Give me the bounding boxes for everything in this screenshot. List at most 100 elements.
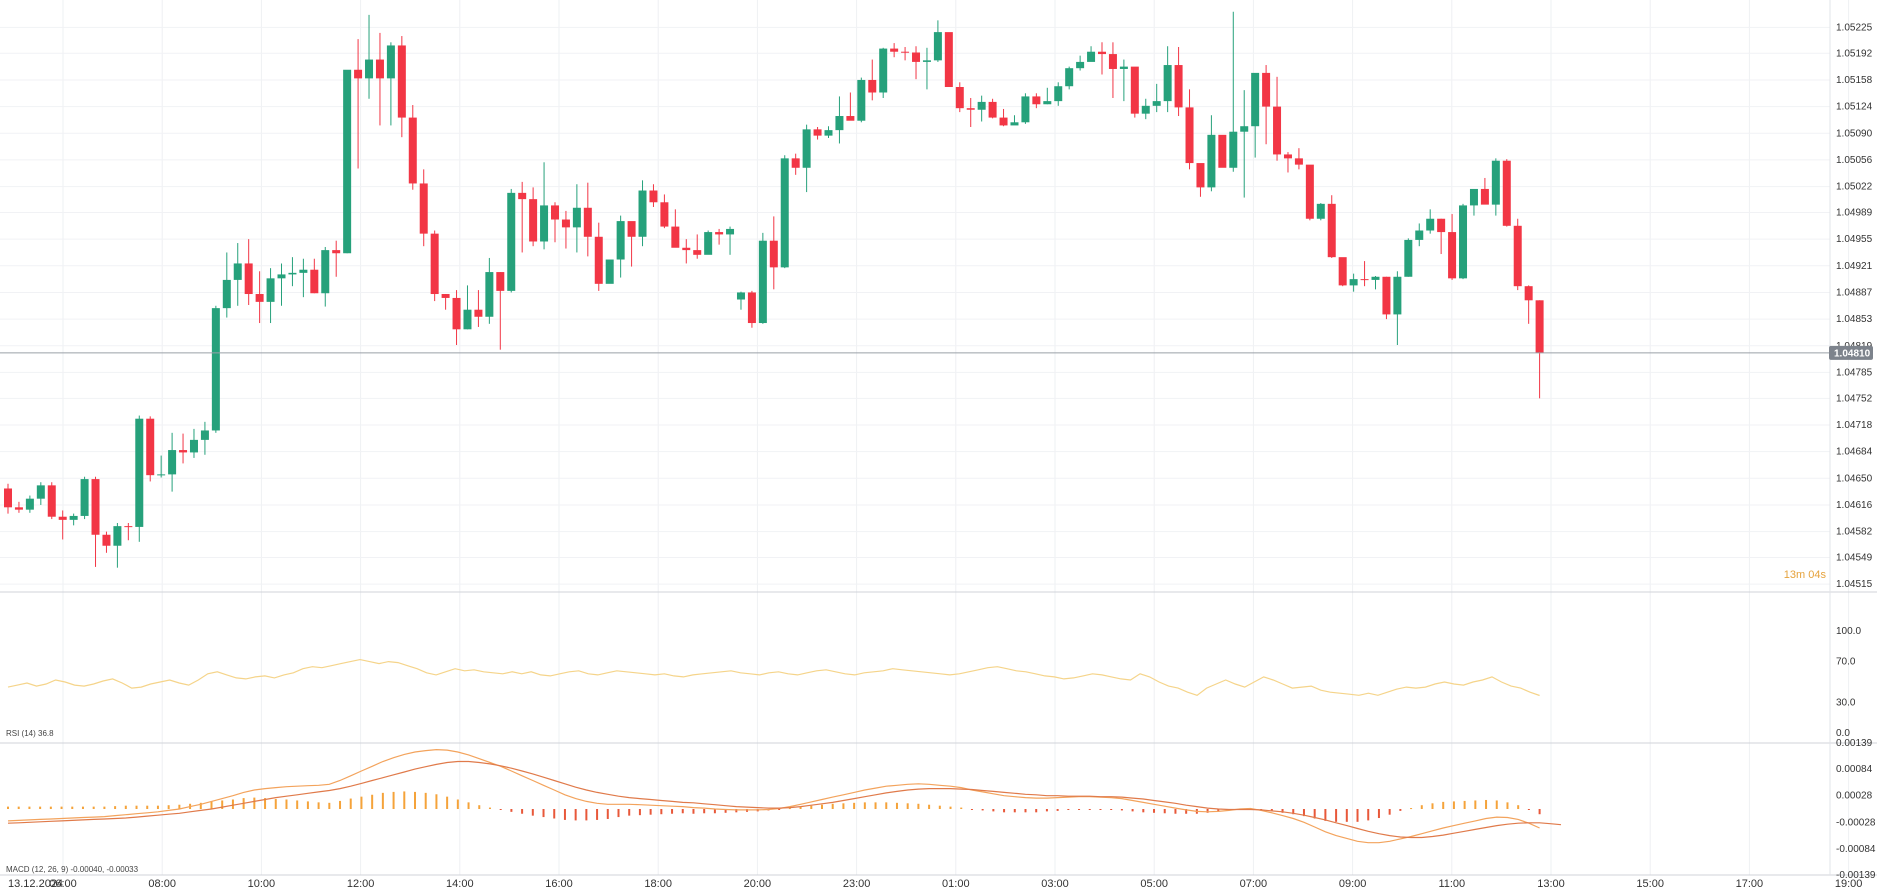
macd-histogram-bar xyxy=(253,797,256,809)
candle-body xyxy=(496,272,505,291)
macd-histogram-bar xyxy=(328,802,331,809)
macd-histogram-bar xyxy=(296,800,299,809)
candle-body xyxy=(890,48,899,52)
x-tick-label: 03:00 xyxy=(1041,878,1069,890)
candle-body xyxy=(222,279,231,309)
price-tick-label: 1.04752 xyxy=(1836,393,1873,404)
macd-histogram-bar xyxy=(1474,800,1477,809)
price-tick-label: 1.04718 xyxy=(1836,420,1873,431)
macd-histogram-bar xyxy=(671,809,674,814)
candle-body xyxy=(747,292,756,324)
candle-body xyxy=(189,439,198,453)
candle-body xyxy=(441,294,450,298)
macd-histogram-bar xyxy=(1292,809,1295,815)
candle-body xyxy=(1338,257,1347,286)
candle-body xyxy=(846,116,855,121)
rsi-label: RSI (14) 36.8 xyxy=(6,729,54,738)
macd-histogram-bar xyxy=(617,809,620,818)
macd-histogram-bar xyxy=(981,809,984,811)
macd-histogram-bar xyxy=(371,794,374,809)
macd-histogram-bar xyxy=(928,804,931,809)
x-tick-label: 14:00 xyxy=(446,878,474,890)
macd-histogram-bar xyxy=(1345,809,1348,822)
candle-body xyxy=(288,272,297,275)
macd-histogram-bar xyxy=(1174,809,1177,814)
rsi-tick-label: 0.0 xyxy=(1836,728,1850,739)
candle-body xyxy=(1043,101,1052,105)
macd-histogram-bar xyxy=(446,796,449,809)
candle-body xyxy=(1513,225,1522,287)
macd-histogram-bar xyxy=(820,804,823,809)
candle-body xyxy=(36,485,45,499)
macd-histogram-bar xyxy=(863,802,866,809)
candle-body xyxy=(802,129,811,168)
candle-body xyxy=(1262,72,1271,107)
macd-histogram-bar xyxy=(1442,801,1445,809)
macd-histogram-bar xyxy=(478,805,481,809)
candle-body xyxy=(868,79,877,93)
current-price-label: 1.04810 xyxy=(1834,348,1871,359)
candle-body xyxy=(485,272,494,317)
candle-body xyxy=(1141,105,1150,114)
candle-body xyxy=(671,226,680,248)
x-tick-label: 17:00 xyxy=(1736,878,1764,890)
candle-body xyxy=(58,516,67,520)
macd-histogram-bar xyxy=(1377,809,1380,819)
macd-histogram-bar xyxy=(403,791,406,809)
macd-histogram-bar xyxy=(553,809,556,819)
macd-histogram-bar xyxy=(628,809,631,816)
candle-body xyxy=(824,130,833,136)
x-tick-label: 20:00 xyxy=(744,878,772,890)
candle-body xyxy=(1108,54,1117,69)
candle-body xyxy=(1054,86,1063,102)
candle-body xyxy=(365,59,374,79)
macd-histogram-bar xyxy=(274,799,277,809)
candle-body xyxy=(1415,230,1424,240)
macd-histogram-bar xyxy=(1538,809,1541,815)
candle-body xyxy=(343,69,352,254)
candle-body xyxy=(1087,51,1096,62)
candle-body xyxy=(616,221,625,260)
candle-body xyxy=(91,479,100,535)
macd-histogram-bar xyxy=(49,806,52,809)
macd-histogram-bar xyxy=(735,809,738,813)
candle-body xyxy=(507,192,516,291)
price-tick-label: 1.04650 xyxy=(1836,473,1873,484)
macd-histogram-bar xyxy=(1120,809,1123,811)
candle-body xyxy=(540,205,549,242)
macd-histogram-bar xyxy=(339,800,342,809)
candle-body xyxy=(1251,72,1260,127)
candle-body xyxy=(977,101,986,110)
macd-histogram-bar xyxy=(1045,809,1048,812)
candle-body xyxy=(693,250,702,255)
price-tick-label: 1.04989 xyxy=(1836,207,1873,218)
macd-histogram-bar xyxy=(692,809,695,814)
candle-body xyxy=(649,190,658,203)
candle-body xyxy=(518,192,527,200)
macd-histogram-bar xyxy=(1506,802,1509,809)
candle-body xyxy=(1218,134,1227,168)
candle-body xyxy=(1196,163,1205,188)
price-tick-label: 1.04853 xyxy=(1836,314,1873,325)
candle-body xyxy=(135,418,144,527)
macd-histogram-bar xyxy=(1527,809,1530,810)
candle-body xyxy=(1535,300,1544,353)
macd-histogram-bar xyxy=(660,809,663,815)
macd-histogram-bar xyxy=(778,809,781,810)
macd-histogram-bar xyxy=(1110,809,1113,810)
macd-histogram-bar xyxy=(1367,809,1370,821)
candle-body xyxy=(233,263,242,280)
macd-histogram-bar xyxy=(510,809,513,812)
candle-body xyxy=(988,101,997,118)
macd-histogram-bar xyxy=(1067,809,1070,810)
macd-histogram-bar xyxy=(135,805,138,809)
x-tick-label: 06:00 xyxy=(49,878,77,890)
macd-histogram-bar xyxy=(488,807,491,809)
macd-histogram-bar xyxy=(81,806,84,809)
macd-histogram-bar xyxy=(17,806,20,809)
candle-body xyxy=(80,479,89,516)
candle-body xyxy=(583,207,592,237)
candle-body xyxy=(736,292,745,300)
candle-body xyxy=(1273,106,1282,155)
